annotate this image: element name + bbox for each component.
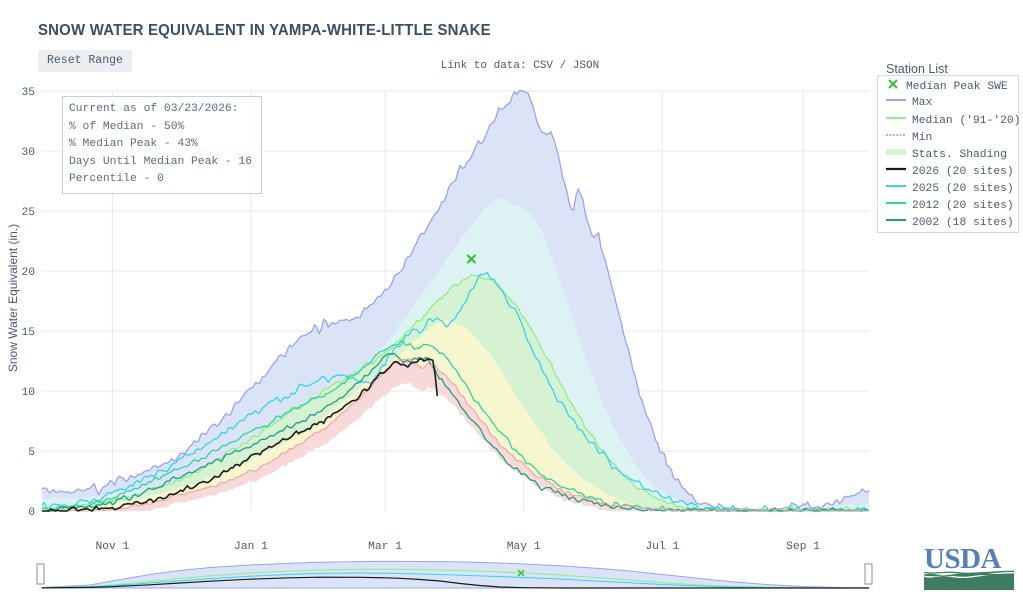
svg-text:0: 0 (28, 507, 35, 519)
svg-text:Nov 1: Nov 1 (95, 541, 129, 553)
svg-text:USDA: USDA (924, 543, 1002, 575)
svg-text:30: 30 (21, 147, 35, 159)
svg-text:10: 10 (21, 387, 35, 399)
svg-text:15: 15 (21, 327, 35, 339)
svg-text:25: 25 (21, 207, 35, 219)
svg-text:Jan 1: Jan 1 (234, 541, 268, 553)
svg-text:5: 5 (28, 447, 35, 459)
svg-text:35: 35 (21, 87, 35, 99)
svg-text:20: 20 (21, 267, 35, 279)
svg-text:Mar 1: Mar 1 (368, 541, 402, 553)
svg-text:Sep 1: Sep 1 (786, 541, 820, 553)
svg-text:May 1: May 1 (507, 541, 541, 553)
svg-text:Jul 1: Jul 1 (645, 541, 679, 553)
